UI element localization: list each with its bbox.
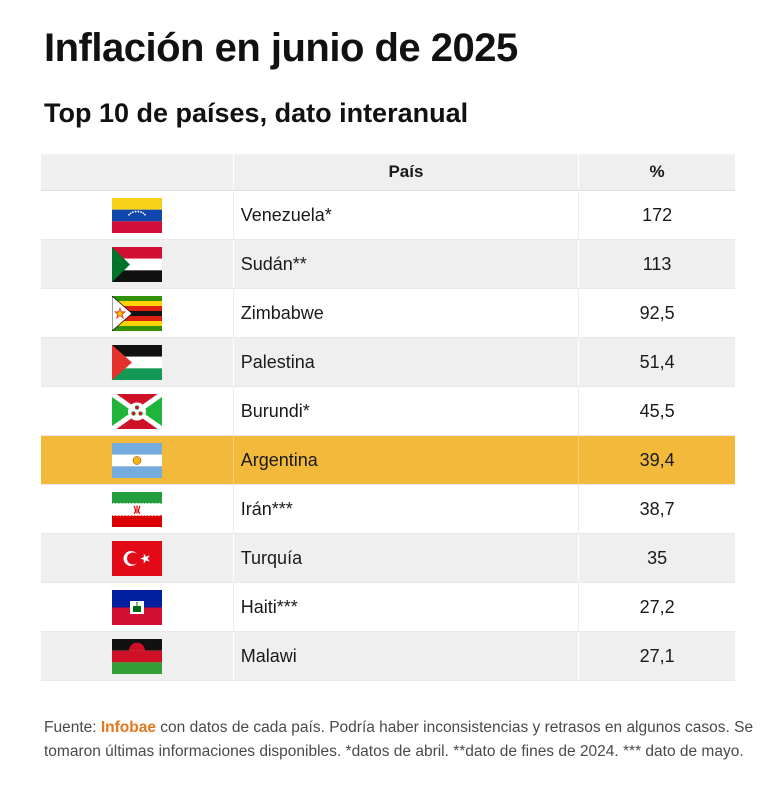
argentina-flag-icon xyxy=(111,442,162,478)
country-cell: Irán*** xyxy=(234,485,580,533)
country-cell: Venezuela* xyxy=(234,191,580,239)
table-row: Turquía 35 xyxy=(41,534,735,583)
country-cell: Palestina xyxy=(234,338,580,386)
table-row: Irán*** 38,7 xyxy=(41,485,735,534)
country-cell: Turquía xyxy=(234,534,580,582)
country-cell: Zimbabwe xyxy=(234,289,580,337)
value-cell: 113 xyxy=(642,253,672,274)
venezuela-flag-icon xyxy=(111,197,162,233)
value-cell: 51,4 xyxy=(639,351,675,372)
palestine-flag-icon xyxy=(111,344,162,380)
footnote: Fuente: Infobae con datos de cada país. … xyxy=(44,716,774,764)
value-cell: 27,2 xyxy=(639,596,675,617)
table-header-row: País % xyxy=(41,154,735,191)
footnote-text: con datos de cada país. Podría haber inc… xyxy=(44,719,754,760)
source-link[interactable]: Infobae xyxy=(100,719,156,736)
country-cell: Sudán** xyxy=(234,240,580,288)
table-row: Burundi* 45,5 xyxy=(41,387,735,436)
flag-cell xyxy=(41,387,234,435)
table-row: Haiti*** 27,2 xyxy=(41,583,735,632)
country-cell: Haiti*** xyxy=(234,583,580,631)
flag-cell xyxy=(41,191,234,239)
sudan-flag-icon xyxy=(111,246,162,282)
chart-subtitle: Top 10 de países, dato interanual xyxy=(44,98,469,128)
value-cell: 45,5 xyxy=(639,400,675,421)
flag-cell xyxy=(41,632,234,680)
header-flag-cell xyxy=(41,154,234,190)
value-cell: 92,5 xyxy=(639,302,675,323)
flag-cell xyxy=(41,485,234,533)
chart-title: Inflación en junio de 2025 xyxy=(44,26,518,70)
value-cell: 172 xyxy=(642,204,673,225)
flag-cell xyxy=(41,534,234,582)
value-cell: 38,7 xyxy=(639,498,675,519)
turkey-flag-icon xyxy=(111,540,162,576)
value-cell: 27,1 xyxy=(639,645,675,666)
flag-cell xyxy=(41,240,234,288)
country-cell: Malawi xyxy=(234,632,580,680)
inflation-table: País % Venezuela* 172 Sudán** 113 xyxy=(41,154,735,681)
flag-cell xyxy=(41,583,234,631)
table-row: Sudán** 113 xyxy=(41,240,735,289)
flag-cell xyxy=(41,436,234,484)
burundi-flag-icon xyxy=(111,393,162,429)
haiti-flag-icon xyxy=(111,589,162,625)
country-cell: Argentina xyxy=(234,436,580,484)
zimbabwe-flag-icon xyxy=(111,295,162,331)
value-cell: 35 xyxy=(647,547,668,568)
flag-cell xyxy=(41,338,234,386)
table-row: Zimbabwe 92,5 xyxy=(41,289,735,338)
table-row: Venezuela* 172 xyxy=(41,191,735,240)
table-row: Malawi 27,1 xyxy=(41,632,735,681)
header-country-cell: País xyxy=(234,154,580,190)
table-row: Argentina 39,4 xyxy=(41,436,735,485)
malawi-flag-icon xyxy=(111,638,162,674)
iran-flag-icon xyxy=(111,491,162,527)
table-body: Venezuela* 172 Sudán** 113 Zimbabwe 92,5 xyxy=(41,191,735,681)
table-row: Palestina 51,4 xyxy=(41,338,735,387)
footnote-prefix: Fuente: xyxy=(44,719,101,736)
value-cell: 39,4 xyxy=(639,449,675,470)
header-value-cell: % xyxy=(649,162,665,181)
flag-cell xyxy=(41,289,234,337)
country-cell: Burundi* xyxy=(234,387,580,435)
